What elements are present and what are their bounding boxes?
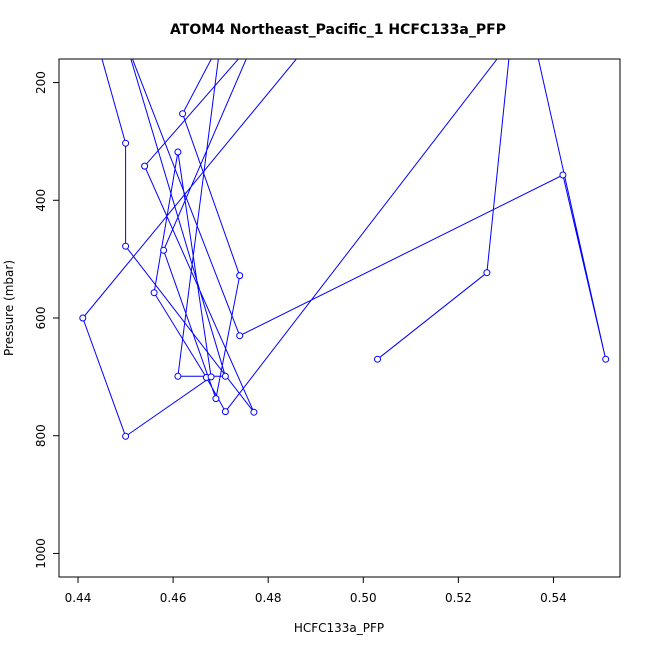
data-point <box>123 38 129 44</box>
data-point <box>122 139 130 147</box>
data-point <box>602 355 610 363</box>
x-tick-label: 0.48 <box>255 591 282 605</box>
data-point <box>218 38 224 44</box>
data-point <box>221 372 229 380</box>
y-tick-label: 200 <box>34 71 48 94</box>
data-point <box>508 38 514 44</box>
data-point <box>122 432 130 440</box>
series-line <box>82 59 607 438</box>
data-point <box>483 269 491 277</box>
data-point <box>150 289 158 297</box>
y-axis-label: Pressure (mbar) <box>2 260 16 356</box>
plot-area <box>79 38 610 440</box>
data-point <box>212 395 220 403</box>
y-tick-label: 400 <box>34 189 48 212</box>
x-tick-label: 0.54 <box>540 591 567 605</box>
data-point <box>160 246 168 254</box>
x-tick-label: 0.50 <box>350 591 377 605</box>
x-tick-label: 0.52 <box>445 591 472 605</box>
data-point <box>236 272 244 280</box>
chart-title: ATOM4 Northeast_Pacific_1 HCFC133a_PFP <box>170 22 506 38</box>
data-point <box>179 110 187 118</box>
data-point <box>308 38 314 44</box>
data-point <box>374 355 381 363</box>
data-point <box>559 171 567 179</box>
x-tick-label: 0.46 <box>160 591 187 605</box>
data-point <box>531 38 537 44</box>
data-point <box>174 148 182 156</box>
data-point <box>174 372 182 380</box>
data-point <box>251 38 257 44</box>
data-point <box>79 314 87 322</box>
y-tick-label: 1000 <box>34 538 48 569</box>
y-axis: 200 400 600 800 1000 <box>34 71 59 569</box>
y-tick-label: 600 <box>34 307 48 330</box>
data-point <box>207 373 215 381</box>
data-point <box>94 38 100 44</box>
data-point <box>250 408 258 416</box>
data-point <box>122 242 130 250</box>
x-tick-label: 0.44 <box>65 591 92 605</box>
x-axis: 0.44 0.46 0.48 0.50 0.52 0.54 <box>65 577 567 605</box>
x-axis-label: HCFC133a_PFP <box>294 621 384 635</box>
y-tick-label: 800 <box>34 424 48 447</box>
data-point <box>141 162 149 170</box>
plot-frame <box>58 58 621 578</box>
data-point <box>236 332 244 340</box>
data-point <box>221 408 229 416</box>
